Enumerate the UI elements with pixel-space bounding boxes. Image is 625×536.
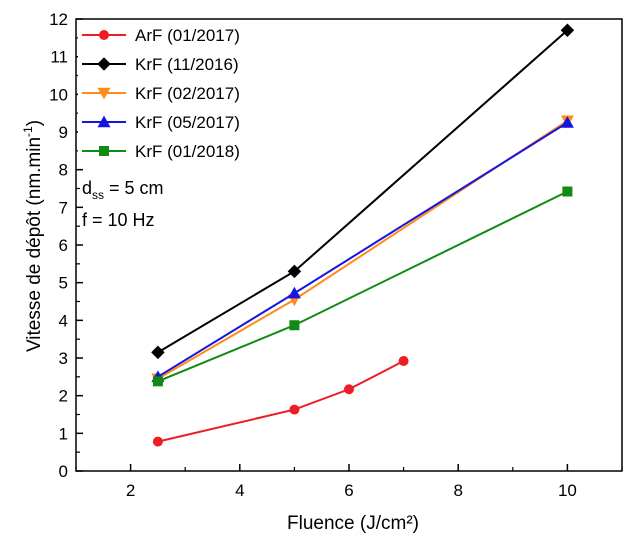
y-tick-label: 1: [59, 424, 68, 443]
marker-circle: [99, 30, 109, 40]
marker-diamond: [97, 57, 111, 71]
dss-annotation: dss = 5 cm: [82, 178, 164, 202]
legend-label: KrF (01/2018): [135, 142, 240, 161]
series-line: [157, 360, 405, 443]
y-tick-label: 10: [49, 85, 68, 104]
legend-label: KrF (11/2016): [135, 55, 239, 74]
marker-diamond: [287, 264, 302, 279]
x-tick-label: 6: [344, 481, 353, 500]
x-tick-label: 4: [235, 481, 244, 500]
y-tick-label: 12: [49, 10, 68, 29]
marker-diamond: [560, 23, 575, 38]
y-axis-title: Vitesse de dépôt (nm.min-1): [21, 120, 45, 352]
legend-label: KrF (05/2017): [135, 113, 240, 132]
marker-triangle-up: [287, 286, 301, 299]
marker-square: [152, 376, 163, 387]
legend: ArF (01/2017) KrF (11/2016) KrF (02/2017) K…: [78, 21, 287, 166]
legend-item: KrF (11/2016): [82, 55, 239, 74]
y-tick-label: 6: [59, 236, 68, 255]
marker-triangle-up: [97, 115, 111, 128]
series-1: [152, 356, 409, 447]
marker-square: [99, 146, 109, 156]
series-layer: [151, 23, 575, 447]
y-tick-label: 9: [59, 123, 68, 142]
legend-item: KrF (05/2017): [82, 113, 240, 132]
marker-square: [562, 186, 573, 197]
marker-square: [289, 320, 300, 331]
legend-label: KrF (02/2017): [135, 84, 240, 103]
marker-circle: [398, 356, 409, 367]
marker-triangle-up: [560, 116, 574, 128]
x-tick-label: 8: [453, 481, 462, 500]
y-tick-label: 7: [59, 198, 68, 217]
marker-triangle-down: [97, 87, 111, 100]
legend-item: ArF (01/2017): [82, 26, 240, 45]
legend-item: KrF (01/2018): [82, 142, 240, 161]
y-tick-label: 4: [59, 311, 68, 330]
marker-circle: [344, 384, 354, 395]
marker-circle: [152, 436, 163, 447]
legend-label: ArF (01/2017): [135, 26, 240, 45]
y-tick-label: 11: [50, 48, 68, 67]
series-line: [157, 190, 568, 383]
marker-diamond: [151, 345, 165, 360]
series-2: [151, 23, 575, 360]
y-tick-label: 5: [59, 274, 68, 293]
annotations: dss = 5 cm f = 10 Hz: [82, 178, 164, 230]
marker-circle: [289, 404, 300, 415]
x-tick-label: 2: [126, 481, 135, 500]
y-tick-label: 0: [59, 462, 68, 481]
y-tick-label: 3: [59, 349, 68, 368]
y-tick-label: 2: [59, 387, 68, 406]
x-tick-label: 10: [558, 481, 577, 500]
legend-item: KrF (02/2017): [82, 84, 240, 103]
frequency-annotation: f = 10 Hz: [82, 210, 155, 230]
y-tick-label: 8: [59, 161, 68, 180]
x-axis-title: Fluence (J/cm²): [287, 513, 419, 534]
series-5: [152, 186, 573, 387]
